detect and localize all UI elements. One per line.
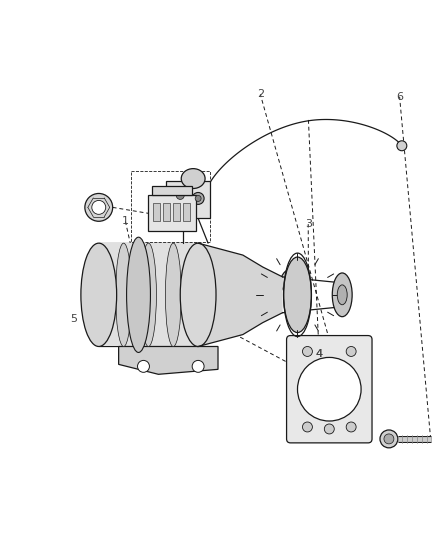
Circle shape <box>281 268 308 296</box>
Circle shape <box>288 275 301 289</box>
Bar <box>163 204 170 221</box>
Circle shape <box>297 358 361 421</box>
Ellipse shape <box>332 273 352 317</box>
Circle shape <box>92 200 106 214</box>
Bar <box>148 196 196 231</box>
Bar <box>153 204 160 221</box>
Text: 4: 4 <box>315 349 323 359</box>
Bar <box>166 181 210 219</box>
Circle shape <box>303 346 312 357</box>
Circle shape <box>192 360 204 373</box>
Circle shape <box>346 422 356 432</box>
Circle shape <box>380 430 398 448</box>
Circle shape <box>138 360 149 373</box>
Circle shape <box>176 191 184 199</box>
Circle shape <box>85 193 113 221</box>
Polygon shape <box>99 243 198 346</box>
Ellipse shape <box>165 243 181 346</box>
Ellipse shape <box>81 243 117 346</box>
Circle shape <box>303 422 312 432</box>
Ellipse shape <box>283 257 311 333</box>
Text: 6: 6 <box>396 92 403 102</box>
Bar <box>183 204 190 221</box>
Polygon shape <box>198 243 283 346</box>
Circle shape <box>192 192 204 204</box>
Circle shape <box>397 141 407 151</box>
Text: 1: 1 <box>122 216 129 227</box>
Circle shape <box>384 434 394 444</box>
Bar <box>173 204 180 221</box>
Circle shape <box>324 424 334 434</box>
Ellipse shape <box>127 237 150 352</box>
Text: 3: 3 <box>305 219 312 229</box>
Ellipse shape <box>181 168 205 189</box>
Text: 2: 2 <box>257 90 264 99</box>
Bar <box>131 171 210 242</box>
Ellipse shape <box>141 243 156 346</box>
Text: 5: 5 <box>70 314 77 325</box>
Ellipse shape <box>337 285 347 305</box>
FancyBboxPatch shape <box>286 336 372 443</box>
Circle shape <box>346 346 356 357</box>
Ellipse shape <box>116 243 131 346</box>
Text: 4: 4 <box>315 349 323 359</box>
Circle shape <box>195 196 201 201</box>
Bar <box>152 185 192 196</box>
Circle shape <box>172 188 188 204</box>
Ellipse shape <box>180 243 216 346</box>
Polygon shape <box>119 346 218 374</box>
